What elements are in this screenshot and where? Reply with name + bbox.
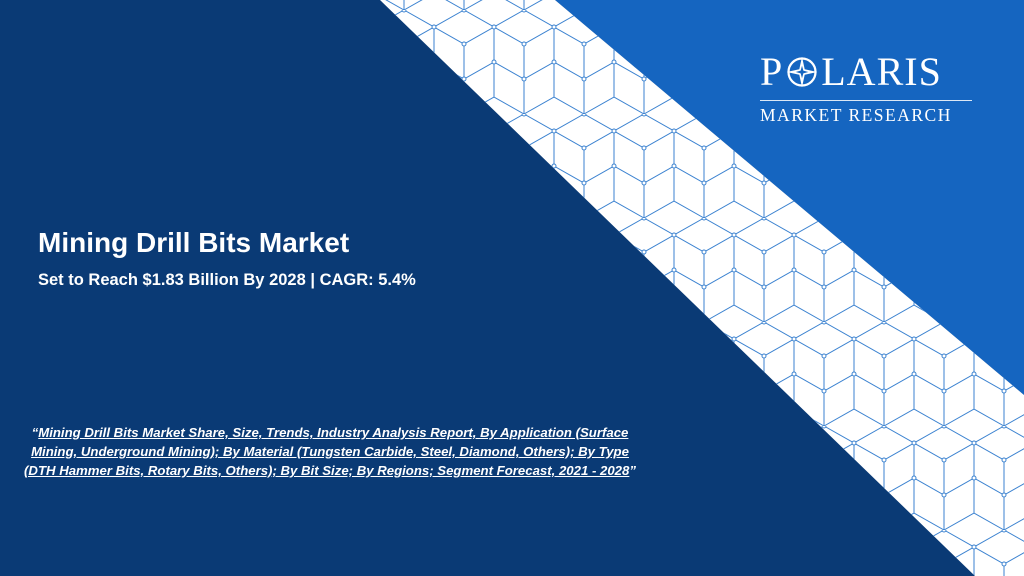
logo-letters-laris: LARIS [821,49,942,94]
page-title: Mining Drill Bits Market [38,227,350,258]
polaris-logo: P LARIS MARKET RESEARCH [760,50,972,126]
compass-star-icon [786,56,818,88]
logo-wordmark: P LARIS [760,50,972,94]
diagonal-pattern-band [380,0,1024,576]
logo-divider [760,100,972,101]
logo-letter-p: P [760,49,784,94]
quote-open-mark: “ [31,425,39,440]
quote-close-mark: ” [629,463,636,478]
report-quote: “Mining Drill Bits Market Share, Size, T… [20,423,640,480]
page-subtitle: Set to Reach $1.83 Billion By 2028 | CAG… [38,271,416,289]
logo-subtitle: MARKET RESEARCH [760,105,952,125]
report-title-link[interactable]: Mining Drill Bits Market Share, Size, Tr… [24,425,630,478]
